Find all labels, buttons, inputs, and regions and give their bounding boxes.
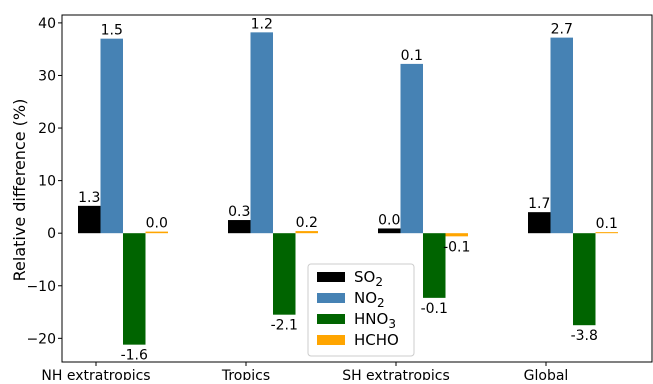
y-axis-label: Relative difference (%) <box>10 99 29 282</box>
plot-frame <box>61 14 653 363</box>
x-tick-label: Tropics <box>221 368 270 380</box>
bar-label-hno3-1: -2.1 <box>271 318 298 334</box>
bar-so2-0 <box>78 205 101 234</box>
bar-hno3-1 <box>273 233 296 315</box>
bar-label-so2-0: 1.3 <box>78 190 100 206</box>
legend-label-subscript: 2 <box>375 275 383 289</box>
bar-label-hno3-2: -0.1 <box>421 301 448 317</box>
bar-label-no2-1: 1.2 <box>251 16 273 32</box>
bar-so2-3 <box>528 212 551 234</box>
bar-label-so2-3: 1.7 <box>528 196 550 212</box>
y-tick-label: −20 <box>26 331 56 347</box>
y-tick-label: −10 <box>26 279 56 295</box>
bar-label-no2-0: 1.5 <box>101 23 123 39</box>
bar-label-hno3-3: -3.8 <box>571 328 598 344</box>
legend-label-base: HCHO <box>354 331 399 349</box>
bar-so2-2 <box>378 228 401 234</box>
legend-label-base: HNO <box>354 310 388 328</box>
bar-label-hcho-1: 0.2 <box>296 215 318 231</box>
legend-label-hcho: HCHO <box>354 331 399 349</box>
bar-hno3-0 <box>123 233 146 345</box>
bar-hno3-3 <box>573 233 596 326</box>
bar-hcho-2 <box>445 233 468 237</box>
bar-no2-0 <box>100 38 123 234</box>
legend-label-so2: SO2 <box>354 268 383 289</box>
legend-label-subscript: 3 <box>388 317 396 331</box>
bar-hno3-2 <box>423 233 446 298</box>
legend-label-base: SO <box>354 268 375 286</box>
bar-label-so2-2: 0.0 <box>378 212 400 228</box>
legend-swatch-hno3 <box>317 314 345 324</box>
bars-layer <box>78 32 618 345</box>
y-tick-label: 20 <box>38 121 56 137</box>
bar-label-no2-3: 2.7 <box>551 22 573 38</box>
bar-label-hno3-0: -1.6 <box>121 348 148 364</box>
bar-hcho-1 <box>295 231 318 234</box>
legend-swatch-no2 <box>317 293 345 303</box>
legend-label-base: NO <box>354 289 377 307</box>
legend-swatch-so2 <box>317 272 345 282</box>
legend-swatch-hcho <box>317 335 345 345</box>
legend-label-subscript: 2 <box>377 296 385 310</box>
bar-so2-1 <box>228 220 251 234</box>
legend-label-hno3: HNO3 <box>354 310 396 331</box>
bar-label-hcho-0: 0.0 <box>146 216 168 232</box>
legend-label-no2: NO2 <box>354 289 385 310</box>
bar-label-no2-2: 0.1 <box>401 48 423 64</box>
y-tick-label: 40 <box>38 16 56 32</box>
bar-label-hcho-2: -0.1 <box>443 239 470 255</box>
x-tick-label: SH extratropics <box>342 368 450 380</box>
y-tick-label: 0 <box>47 226 56 242</box>
x-tick-label: Global <box>524 368 569 380</box>
bar-hcho-0 <box>145 231 168 234</box>
bar-value-labels: 1.3 0.3 0.0 1.7 1.5 1.2 0.1 2.7 -1.6 -2.1 -0.1 -3.8… <box>78 16 618 363</box>
bar-label-hcho-3: 0.1 <box>596 216 618 232</box>
legend-box <box>307 263 415 357</box>
bar-no2-2 <box>400 63 423 234</box>
y-tick-label: 10 <box>38 174 56 190</box>
y-tick-label: 30 <box>38 68 56 84</box>
bar-hcho-3 <box>595 232 618 234</box>
bar-label-so2-1: 0.3 <box>228 204 250 220</box>
bar-no2-3 <box>550 37 573 234</box>
x-tick-label: NH extratropics <box>41 368 150 380</box>
bar-no2-1 <box>250 32 273 234</box>
